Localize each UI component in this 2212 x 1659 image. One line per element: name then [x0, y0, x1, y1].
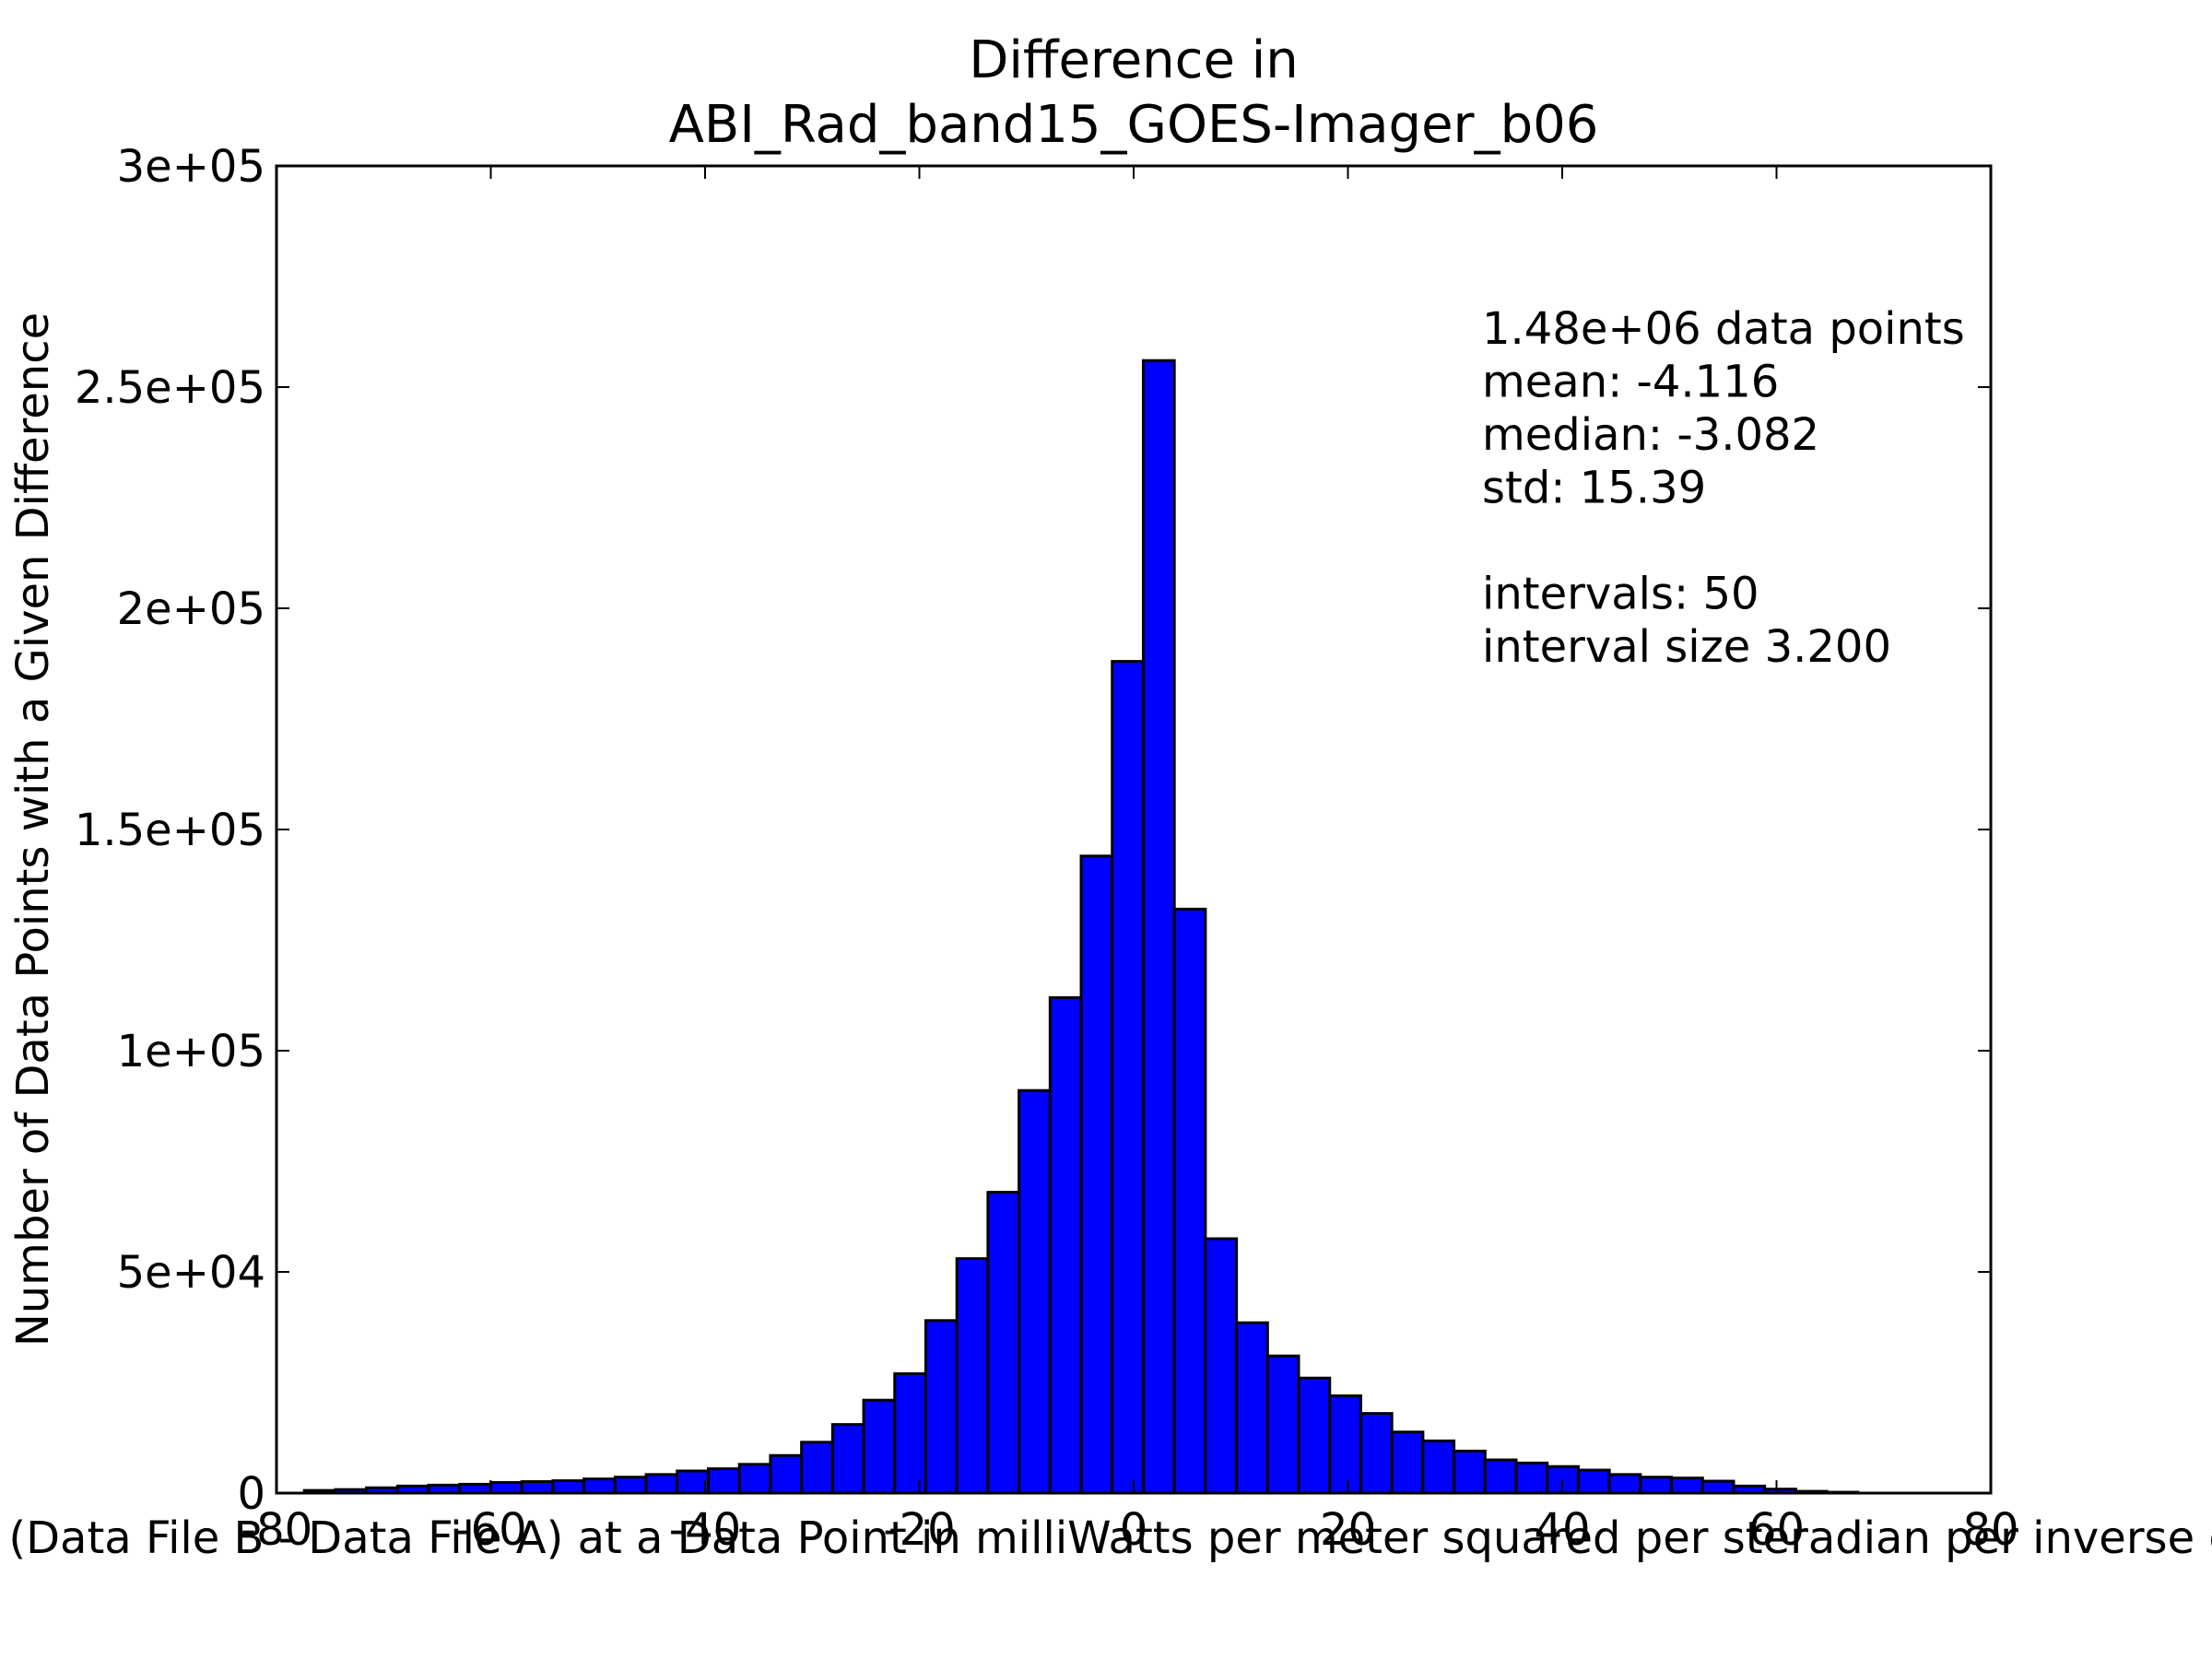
y-tick-label: 2e+05	[117, 583, 265, 635]
histogram-bar	[1670, 1477, 1704, 1495]
x-tick-label: -60	[454, 1504, 526, 1556]
histogram-bar	[1453, 1449, 1487, 1495]
chart-title-line: ABI_Rad_band15_GOES-Imager_b06	[669, 95, 1599, 155]
histogram-bars	[302, 359, 1860, 1495]
histogram-bar	[862, 1398, 897, 1495]
y-tick-label: 1e+05	[117, 1026, 265, 1077]
x-axis-label: Value of (Data File B - Data File A) at …	[0, 1512, 2212, 1564]
y-tick-label: 3e+05	[117, 141, 265, 193]
stats-annotation-line: median: -3.082	[1482, 409, 1819, 461]
histogram-bar	[1514, 1461, 1549, 1495]
histogram-bar	[986, 1191, 1021, 1495]
x-tick-label: -40	[669, 1504, 741, 1556]
histogram-bar	[1483, 1458, 1518, 1495]
histogram-bar	[830, 1423, 865, 1495]
histogram-bar	[955, 1257, 990, 1495]
y-tick-label: 2.5e+05	[75, 362, 265, 414]
x-tick-label: -80	[241, 1504, 312, 1556]
y-tick-label: 5e+04	[117, 1247, 265, 1299]
x-axis-ticks: -80 -60 -40 -20 0 20 40 60 80	[241, 166, 2019, 1556]
x-tick-label: 0	[1120, 1504, 1148, 1556]
chart-title: Difference inABI_Rad_band15_GOES-Imager_…	[669, 30, 1599, 155]
histogram-bar	[676, 1469, 710, 1495]
histogram-bar	[800, 1441, 834, 1495]
chart-title-line: Difference in	[969, 30, 1299, 90]
histogram-bar	[737, 1463, 772, 1495]
histogram-bar	[1235, 1321, 1269, 1495]
stats-annotation-line: intervals: 50	[1482, 569, 1759, 620]
histogram-bar	[1639, 1476, 1674, 1495]
histogram-bar	[613, 1476, 648, 1495]
x-tick-label: 60	[1748, 1504, 1805, 1556]
stats-annotation-line: mean: -4.116	[1482, 357, 1779, 408]
histogram-bar	[1607, 1473, 1642, 1495]
stats-annotation-line: interval size 3.200	[1482, 621, 1891, 673]
histogram-bar	[1204, 1237, 1239, 1495]
histogram-bar	[1297, 1376, 1332, 1495]
histogram-bar	[1141, 359, 1176, 1495]
histogram-bar	[1111, 660, 1145, 1495]
histogram-bar	[1421, 1439, 1456, 1495]
histogram-bar	[1018, 1088, 1052, 1495]
y-axis-ticks: 0 5e+04 1e+05 1.5e+05 2e+05 2.5e+05 3e+05	[75, 141, 1991, 1520]
histogram-bar	[1328, 1394, 1362, 1495]
histogram-bar	[1700, 1479, 1735, 1495]
histogram-bar	[520, 1480, 555, 1495]
histogram-bar	[1172, 907, 1207, 1495]
histogram-bar	[1265, 1354, 1300, 1495]
stats-annotation-line: 1.48e+06 data points	[1482, 303, 1965, 355]
histogram-bar	[769, 1453, 804, 1495]
stats-annotation-line: std: 15.39	[1482, 463, 1706, 514]
histogram-bar	[644, 1473, 679, 1495]
x-tick-label: 20	[1320, 1504, 1376, 1556]
y-tick-label: 1.5e+05	[75, 805, 265, 856]
y-axis-label: Number of Data Points with a Given Diffe…	[7, 312, 59, 1347]
histogram-bar	[551, 1479, 586, 1495]
histogram-bar	[1079, 854, 1114, 1495]
histogram-bar	[706, 1467, 741, 1495]
y-tick-label: 0	[237, 1468, 265, 1520]
histogram-bar	[893, 1371, 927, 1495]
x-tick-label: 80	[1962, 1504, 2018, 1556]
x-tick-label: -20	[883, 1504, 955, 1556]
histogram-bar	[1390, 1430, 1425, 1495]
histogram-bar	[924, 1319, 959, 1495]
histogram-bar	[489, 1480, 524, 1495]
histogram-bar	[1048, 995, 1083, 1495]
histogram-bar	[582, 1477, 617, 1495]
histogram-bar	[1359, 1412, 1394, 1495]
histogram-bar	[1576, 1468, 1611, 1495]
x-tick-label: 40	[1534, 1504, 1590, 1556]
